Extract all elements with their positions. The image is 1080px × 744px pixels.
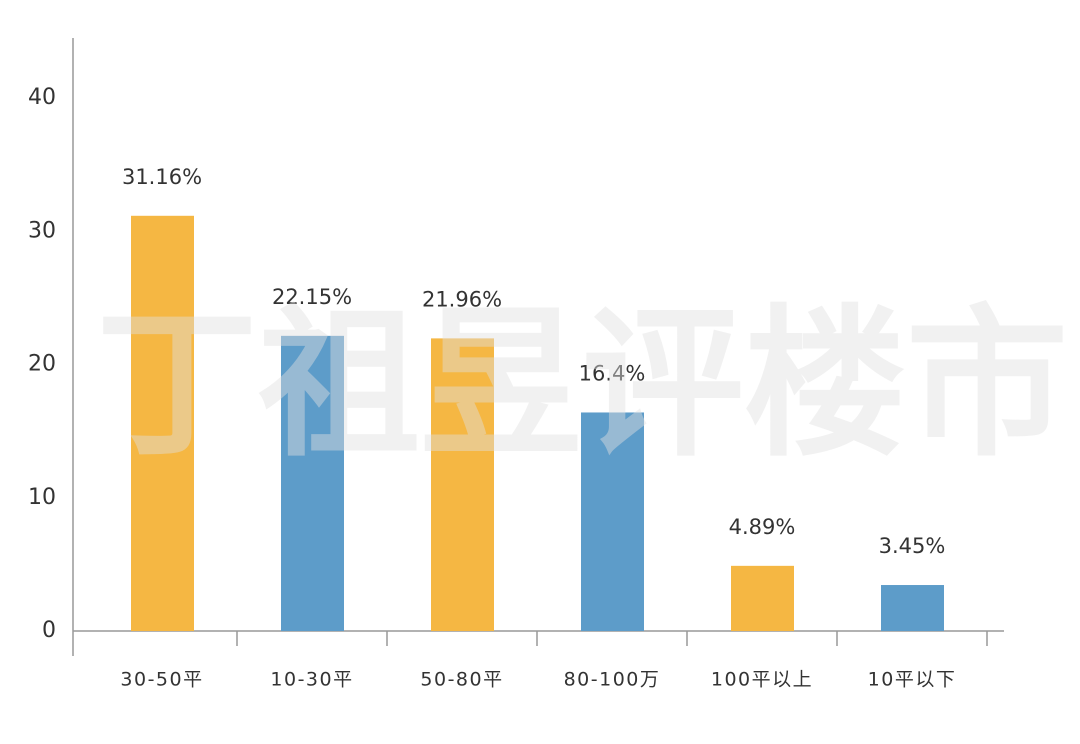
x-tick-label: 50-80平 [420,669,503,691]
bar [881,585,944,631]
value-label: 3.45% [879,534,946,558]
x-tick-label: 30-50平 [120,669,203,691]
x-tick-label: 100平以上 [711,669,813,691]
value-label: 4.89% [729,515,796,539]
x-tick-label: 10-30平 [270,669,353,691]
y-tick-label: 10 [28,485,56,510]
y-tick-label: 40 [28,85,56,110]
bar [431,338,494,631]
x-tick-label: 80-100万 [564,669,661,691]
value-label: 22.15% [272,285,352,309]
bar [581,412,644,631]
bar [731,565,794,631]
value-label: 31.16% [122,165,202,189]
y-tick-label: 20 [28,352,56,377]
y-tick-label: 0 [42,618,56,643]
bar [281,335,344,631]
x-tick-label: 10平以下 [868,669,957,691]
value-label: 21.96% [422,287,502,311]
value-label: 16.4% [579,361,646,385]
y-tick-label: 30 [28,218,56,243]
bar [131,215,194,631]
watermark: 丁祖昱评楼市 [96,289,1068,479]
